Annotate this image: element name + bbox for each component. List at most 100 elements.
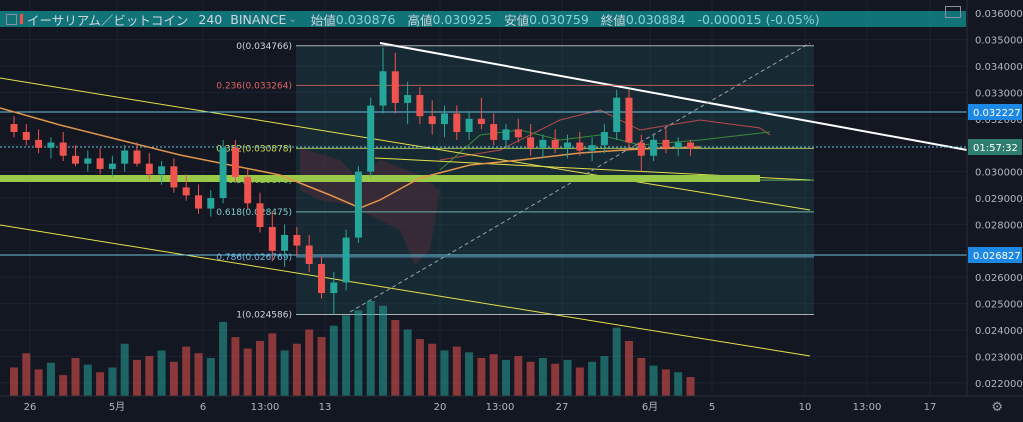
volume-bar xyxy=(489,354,498,396)
low-label: 安値 xyxy=(504,12,530,28)
candle-body xyxy=(72,155,79,164)
volume-bar xyxy=(96,372,105,396)
candle-body xyxy=(182,187,190,196)
candle-body xyxy=(416,95,424,117)
exchange-label[interactable]: BINANCE xyxy=(230,11,287,27)
square-icon[interactable] xyxy=(6,13,17,25)
candles xyxy=(10,47,694,315)
y-tick-label: 0.033000 xyxy=(975,88,1023,99)
candle-body xyxy=(576,142,584,151)
volume-bar xyxy=(182,346,191,396)
close-label: 終値 xyxy=(600,12,626,28)
candle-body xyxy=(219,147,227,198)
volume-bar xyxy=(243,348,252,396)
volume-bar xyxy=(415,339,424,396)
time-axis: 26 5月 6 13:00 13 20 13:00 27 6月 5 10 13:00 17 xyxy=(0,395,1023,418)
candle-body xyxy=(305,245,313,264)
price-tag-label: 0.026827 xyxy=(973,251,1021,262)
candle-body xyxy=(59,142,67,156)
candle-body xyxy=(539,139,547,148)
volume-bar xyxy=(280,350,289,396)
volume-bar xyxy=(477,358,486,396)
candle-body xyxy=(22,132,30,140)
candle-body xyxy=(687,142,694,149)
x-tick-label: 13:00 xyxy=(486,402,515,413)
candle-body xyxy=(84,158,92,164)
candle-body xyxy=(502,129,510,140)
x-tick-label: 13 xyxy=(319,402,332,413)
volume-bar xyxy=(625,340,633,396)
x-tick-label: 27 xyxy=(556,402,569,413)
volume-bar xyxy=(674,372,683,396)
candle-body xyxy=(256,203,264,228)
candle-body xyxy=(195,195,202,209)
volume-bar xyxy=(465,352,474,396)
x-tick-label: 10 xyxy=(799,402,812,413)
maximize-icon[interactable] xyxy=(945,6,961,18)
volume-bar xyxy=(612,327,621,396)
candle-body xyxy=(47,142,55,148)
candle-body xyxy=(145,163,153,175)
candle-body xyxy=(637,142,645,156)
candle-body xyxy=(367,105,375,172)
settings-gear-icon[interactable]: ⚙ xyxy=(991,400,1003,415)
channel-line-lower xyxy=(0,224,811,357)
chevron-down-icon[interactable]: ⌄ xyxy=(288,13,297,25)
open-label: 始値 xyxy=(310,12,336,28)
price-tag xyxy=(968,247,1022,263)
candle-body xyxy=(293,234,301,246)
candle-body xyxy=(588,145,596,151)
fib-label: 0.382(0.030878) xyxy=(216,144,292,154)
volume-bars xyxy=(10,301,695,396)
symbol-title[interactable]: イーサリアム／ビットコイン xyxy=(27,12,189,28)
price-tag xyxy=(968,104,1022,120)
volume-bar xyxy=(46,362,55,396)
candle-body xyxy=(674,142,682,148)
volume-bar xyxy=(661,369,670,396)
support-band xyxy=(0,175,760,182)
candle-body xyxy=(121,150,129,164)
volume-bar xyxy=(157,350,166,396)
high-label: 高値 xyxy=(407,12,433,28)
x-tick-label: 26 xyxy=(24,402,37,413)
volume-bar xyxy=(133,359,141,396)
volume-bar xyxy=(452,346,461,396)
x-tick-label: 13:00 xyxy=(853,402,882,413)
candle-body xyxy=(231,147,239,177)
fib-label: 0.236(0.033264) xyxy=(216,81,292,91)
fib-label: 0.786(0.026769) xyxy=(216,253,292,263)
channel-line-upper xyxy=(0,77,811,211)
volume-bar xyxy=(120,343,129,396)
volume-bar xyxy=(600,356,609,396)
candle-body xyxy=(207,198,215,209)
volume-bar xyxy=(268,333,277,396)
y-tick-label: 0.028000 xyxy=(975,220,1023,231)
volume-bar xyxy=(588,361,597,396)
volume-bar xyxy=(538,358,547,396)
volume-bar xyxy=(231,337,240,396)
candle-body xyxy=(342,237,350,283)
candle-body xyxy=(404,95,412,103)
candle-body xyxy=(613,97,621,132)
x-tick-label: 5月 xyxy=(109,401,125,413)
color-marker-icon xyxy=(20,14,23,24)
volume-bar xyxy=(219,321,228,396)
high-value: 0.030925 xyxy=(432,11,493,27)
volume-bar xyxy=(194,353,203,396)
candle-body xyxy=(490,124,498,140)
y-tick-label: 0.035000 xyxy=(975,36,1023,47)
y-tick-label: 0.023000 xyxy=(975,352,1023,363)
volume-bar xyxy=(649,365,658,396)
candle-body xyxy=(662,139,670,148)
timeframe-label[interactable]: 240 xyxy=(198,11,223,27)
price-tag xyxy=(968,139,1022,155)
candle-body xyxy=(465,118,473,132)
x-tick-label: 6 xyxy=(200,402,206,413)
candle-body xyxy=(108,163,116,169)
candle-body xyxy=(441,113,448,125)
time-axis-bg xyxy=(0,396,1023,418)
candle-body xyxy=(379,71,387,106)
volume-bar xyxy=(342,315,351,396)
